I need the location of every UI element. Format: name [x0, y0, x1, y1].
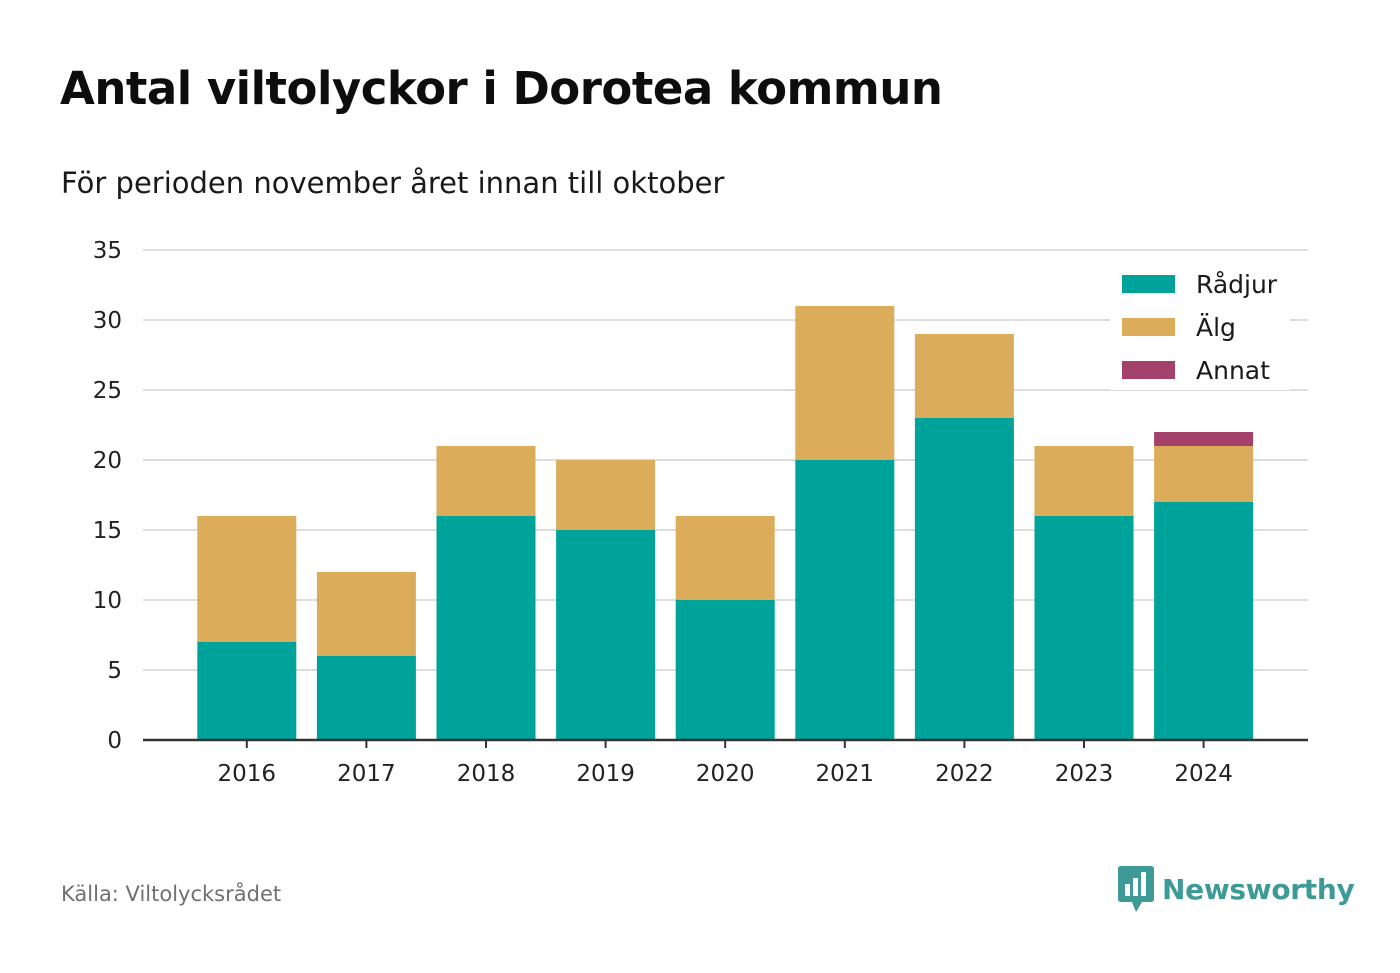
- y-tick-label: 20: [93, 448, 122, 474]
- legend-label: Älg: [1196, 313, 1236, 342]
- legend-label: Annat: [1196, 356, 1270, 385]
- bar-segment: [675, 600, 775, 740]
- y-tick-label: 10: [93, 588, 122, 614]
- bar-segment: [1154, 446, 1254, 502]
- brand-name: Newsworthy: [1162, 872, 1355, 906]
- x-tick-label: 2016: [218, 761, 277, 787]
- bar-chart-speech-bubble-icon: [1118, 866, 1154, 912]
- y-tick-label: 0: [107, 728, 122, 754]
- x-tick-label: 2017: [337, 761, 396, 787]
- x-tick-label: 2022: [935, 761, 994, 787]
- bar-segment: [795, 460, 895, 740]
- x-tick-label: 2021: [816, 761, 875, 787]
- legend: Rådjur Älg Annat: [1110, 262, 1290, 390]
- bar-segment: [556, 460, 656, 530]
- x-tick-label: 2018: [457, 761, 516, 787]
- y-tick-label: 15: [93, 518, 122, 544]
- bar-segment: [316, 572, 416, 656]
- y-tick-label: 25: [93, 378, 122, 404]
- bar-segment: [316, 656, 416, 740]
- x-tick-label: 2020: [696, 761, 755, 787]
- chart-subtitle: För perioden november året innan till ok…: [61, 166, 725, 200]
- bar-segment: [914, 334, 1014, 418]
- bar-segment: [1034, 516, 1134, 740]
- bar-segment: [1034, 446, 1134, 516]
- legend-label: Rådjur: [1196, 270, 1278, 299]
- y-tick-label: 5: [107, 658, 122, 684]
- bar-segment: [1154, 432, 1254, 446]
- chart-title: Antal viltolyckor i Dorotea kommun: [60, 62, 943, 115]
- axes: 0 5 10 15 20 25 30 35 2016 2017 2018 2019 2020 2021 20…: [93, 238, 1308, 787]
- legend-swatch: [1122, 318, 1175, 336]
- legend-swatch: [1122, 275, 1175, 293]
- brand-logo[interactable]: Newsworthy: [1118, 866, 1355, 912]
- bar-segment: [197, 642, 297, 740]
- bar-segment: [914, 418, 1014, 740]
- bar-segment: [675, 516, 775, 600]
- x-tick-label: 2023: [1055, 761, 1114, 787]
- bar-segment: [1154, 502, 1254, 740]
- bar-segment: [556, 530, 656, 740]
- bar-segment: [197, 516, 297, 642]
- x-tick-label: 2019: [576, 761, 635, 787]
- bar-segment: [795, 306, 895, 460]
- bar-segment: [436, 516, 536, 740]
- source-note: Källa: Viltolycksrådet: [61, 882, 282, 906]
- y-tick-label: 30: [93, 308, 122, 334]
- bars: [197, 306, 1254, 740]
- legend-swatch: [1122, 361, 1175, 379]
- y-tick-label: 35: [93, 238, 122, 264]
- bar-segment: [436, 446, 536, 516]
- x-tick-label: 2024: [1174, 761, 1233, 787]
